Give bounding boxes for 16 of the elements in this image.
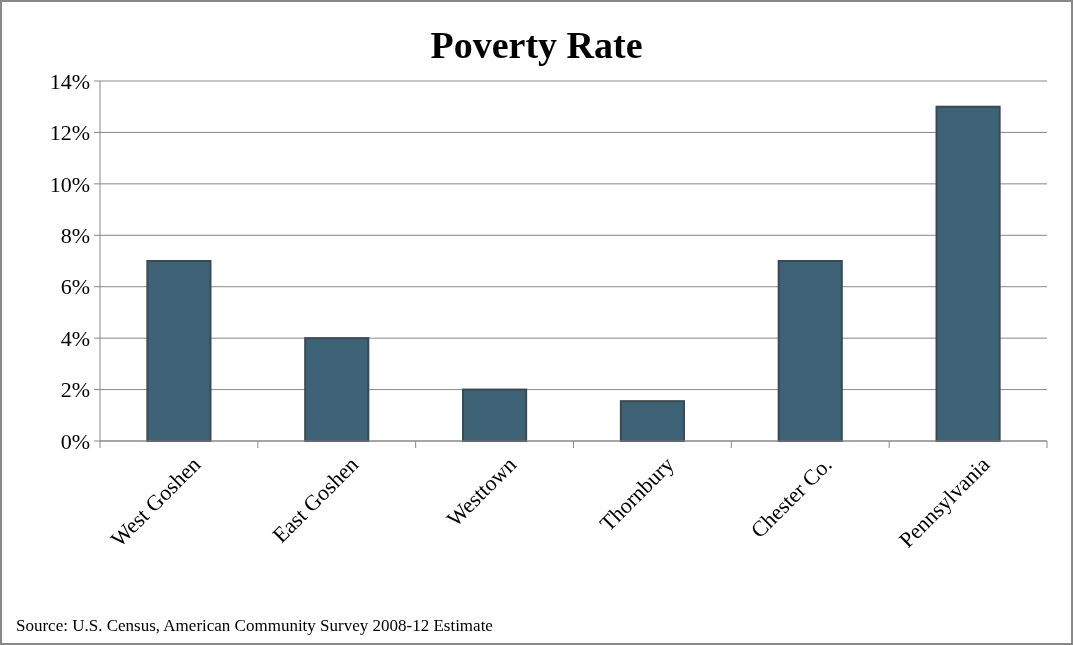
- y-tick-label: 10%: [49, 171, 90, 197]
- bar: [146, 260, 212, 442]
- y-tick-label: 14%: [49, 68, 90, 94]
- bar: [462, 388, 528, 442]
- bar: [619, 400, 685, 442]
- bar: [304, 337, 370, 442]
- chart-title: Poverty Rate: [430, 24, 643, 66]
- y-tick-label: 8%: [60, 222, 90, 248]
- bar: [935, 105, 1001, 442]
- y-tick-label: 4%: [60, 325, 90, 351]
- source-note: Source: U.S. Census, American Community Survey 2008-12 Estimate: [16, 616, 493, 635]
- y-tick-label: 0%: [60, 428, 90, 454]
- bar: [777, 260, 843, 442]
- y-tick-label: 2%: [60, 377, 90, 403]
- y-tick-label: 6%: [60, 274, 90, 300]
- y-tick-label: 12%: [49, 120, 90, 146]
